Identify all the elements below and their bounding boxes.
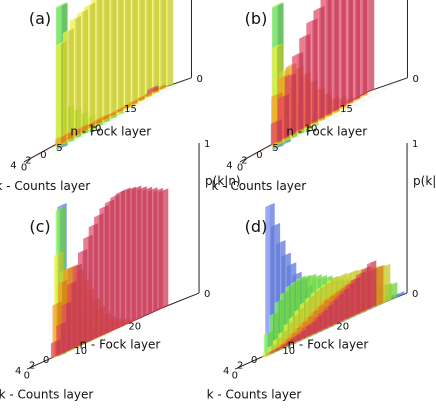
n-tick-label: 10 [74, 346, 87, 357]
z-tick-label: 0 [412, 289, 418, 300]
k-axis-line [368, 77, 408, 92]
k-tick-label: 4 [15, 366, 21, 377]
k-tick-label: 2 [241, 155, 247, 166]
bar-k4-n6 [269, 348, 280, 354]
n-tick-label: 15 [340, 104, 353, 115]
n-tick-label: 0 [21, 163, 27, 174]
bar-k4-n4 [270, 119, 282, 146]
k-axis-label: k - Counts layer [212, 179, 307, 193]
n-tick-label: 15 [124, 104, 137, 115]
k-tick-label: 0 [43, 355, 49, 366]
n-axis-label: n - Fock layer [286, 125, 367, 139]
n-tick-label: 20 [336, 322, 349, 333]
z-tick-label: 1 [412, 139, 418, 150]
panel-label: (a) [29, 9, 51, 28]
k-tick-label: 0 [256, 150, 262, 161]
k-tick-label: 4 [226, 161, 232, 172]
n-tick-label: 10 [89, 124, 102, 135]
k-tick-label: 4 [223, 366, 229, 377]
z-axis-label: p(k|n) [413, 174, 436, 188]
n-axis-label: n - Fock layer [70, 125, 151, 139]
bar-k4-n17 [147, 85, 159, 95]
k-axis-line [162, 292, 200, 309]
bar-k2-n2 [55, 40, 67, 148]
bar-k3-n3 [55, 134, 67, 147]
k-tick-label: 4 [10, 161, 16, 172]
n-tick-label: 0 [232, 371, 238, 382]
panel-label: (d) [245, 217, 268, 236]
n-tick-label: 10 [305, 124, 318, 135]
n-tick-label: 0 [237, 163, 243, 174]
bar-k4-n4 [50, 339, 61, 359]
n-axis-label: n - Fock layer [288, 338, 369, 352]
k-axis-label: k - Counts layer [207, 387, 302, 401]
n-tick-label: 10 [282, 346, 295, 357]
z-tick-label: 1 [204, 139, 210, 150]
k-tick-label: 0 [40, 150, 46, 161]
z-tick-label: 0 [412, 74, 418, 85]
z-tick-label: 0 [196, 74, 202, 85]
n-tick-label: 5 [272, 143, 278, 154]
n-axis-label: n - Fock layer [80, 338, 161, 352]
z-tick-label: 0 [204, 289, 210, 300]
k-tick-label: 2 [25, 155, 31, 166]
panel-label: (c) [29, 217, 50, 236]
n-tick-label: 5 [56, 143, 62, 154]
z-axis-label: p(k|n) [205, 174, 241, 188]
k-tick-label: 0 [251, 355, 257, 366]
n-tick-label: 0 [24, 371, 30, 382]
n-tick-label: 20 [128, 322, 141, 333]
k-tick-label: 2 [29, 361, 35, 372]
k-axis-label: k - Counts layer [0, 179, 90, 193]
k-tick-label: 2 [237, 361, 243, 372]
k-axis-label: k - Counts layer [0, 387, 93, 401]
panel-label: (b) [245, 9, 268, 28]
